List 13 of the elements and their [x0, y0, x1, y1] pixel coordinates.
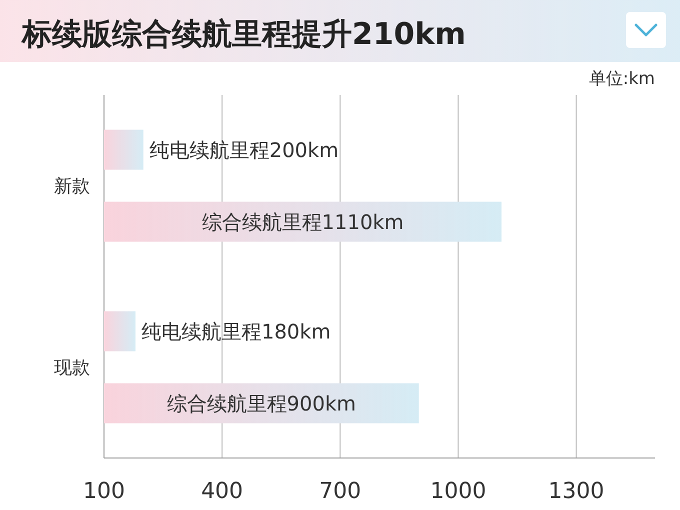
y-tick-label: 新款: [54, 176, 90, 198]
x-tick-label: 1300: [548, 479, 604, 504]
y-tick-label: 现款: [54, 358, 90, 379]
x-tick-label: 100: [83, 479, 125, 504]
chart-title: 标续版综合续航里程提升210km: [21, 17, 466, 52]
x-tick-label: 400: [201, 479, 244, 504]
data-label: 纯电续航里程200km: [149, 138, 339, 162]
data-label: 纯电续航里程180km: [141, 319, 331, 344]
text: 单位:km: [588, 69, 655, 89]
data-label: 综合续航里程900km: [166, 391, 356, 416]
data-label: 综合续航里程1110km: [202, 210, 404, 234]
x-tick-label: 700: [319, 479, 362, 504]
x-tick-label: 1000: [430, 479, 486, 504]
